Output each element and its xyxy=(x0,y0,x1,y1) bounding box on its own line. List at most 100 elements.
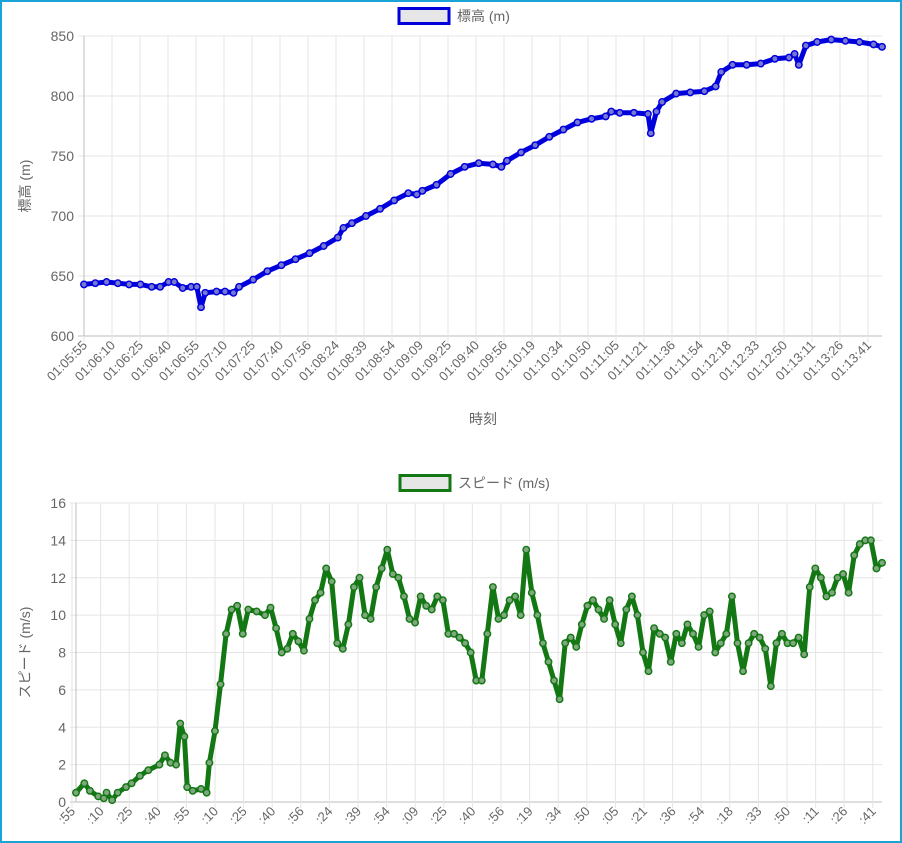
data-point xyxy=(418,186,427,195)
data-point xyxy=(422,601,431,610)
y-tick-label: 0 xyxy=(58,794,66,810)
data-point xyxy=(686,88,695,97)
data-point xyxy=(405,614,414,623)
x-tick-label: :50 xyxy=(770,804,793,827)
data-point xyxy=(527,588,536,597)
data-point xyxy=(362,212,370,220)
data-point xyxy=(794,633,803,642)
data-point xyxy=(811,564,820,573)
data-point xyxy=(266,603,275,612)
data-point xyxy=(483,629,492,638)
data-point xyxy=(202,788,211,797)
data-point xyxy=(611,620,620,629)
data-point xyxy=(160,751,169,760)
data-point xyxy=(394,573,403,582)
data-point xyxy=(761,644,770,653)
y-tick-label: 10 xyxy=(50,607,66,623)
data-point xyxy=(221,287,229,296)
data-point xyxy=(689,629,697,638)
data-point xyxy=(333,639,342,648)
data-point xyxy=(658,98,667,106)
data-point xyxy=(347,219,356,228)
data-point xyxy=(294,637,303,646)
data-point xyxy=(201,288,210,297)
data-point xyxy=(305,249,314,258)
x-tick-label: :11 xyxy=(799,804,822,827)
data-point xyxy=(766,682,775,691)
x-tick-label: :24 xyxy=(312,804,335,827)
x-tick-label: :25 xyxy=(226,804,249,827)
data-point xyxy=(755,633,764,642)
data-point xyxy=(432,180,441,189)
data-point xyxy=(227,605,236,614)
data-point xyxy=(176,719,185,728)
data-point xyxy=(794,60,803,69)
x-tick-label: :19 xyxy=(512,804,535,827)
data-point xyxy=(311,596,319,605)
data-point xyxy=(878,558,886,567)
data-point xyxy=(438,596,447,605)
data-point xyxy=(700,611,709,620)
data-point xyxy=(113,788,122,797)
data-point xyxy=(127,779,136,788)
x-tick-label: :56 xyxy=(484,804,507,827)
x-tick-label: :36 xyxy=(655,804,678,827)
data-point xyxy=(813,38,822,46)
data-point xyxy=(594,605,603,614)
legend-label: スピード (m/s) xyxy=(458,475,550,491)
data-point xyxy=(505,596,514,605)
x-tick-label: :26 xyxy=(827,804,850,827)
data-point xyxy=(650,624,659,633)
data-point xyxy=(790,50,799,58)
y-tick-label: 2 xyxy=(58,757,66,773)
data-point xyxy=(559,125,568,134)
y-axis-title: 標高 (m) xyxy=(17,160,33,213)
data-point xyxy=(511,592,520,601)
data-point xyxy=(727,592,736,601)
data-point xyxy=(583,601,592,610)
data-point xyxy=(644,667,653,676)
data-point xyxy=(80,779,89,788)
data-point xyxy=(869,40,878,49)
x-tick-label: :39 xyxy=(341,804,364,827)
data-point xyxy=(172,760,181,769)
data-point xyxy=(85,786,94,795)
data-point xyxy=(622,605,631,614)
data-point xyxy=(683,620,692,629)
data-point xyxy=(427,605,436,614)
data-point xyxy=(327,577,336,586)
x-tick-label: :10 xyxy=(83,804,106,827)
data-point xyxy=(572,642,581,651)
x-tick-label: :40 xyxy=(455,804,478,827)
data-point xyxy=(400,592,408,601)
series-line xyxy=(81,37,885,310)
data-point xyxy=(646,129,655,138)
data-point xyxy=(516,611,525,620)
data-point xyxy=(733,639,742,648)
legend-swatch xyxy=(398,474,452,492)
data-point xyxy=(244,605,253,614)
data-point xyxy=(72,788,80,797)
data-point xyxy=(102,278,111,286)
data-point xyxy=(545,132,554,141)
data-point xyxy=(211,727,219,735)
data-point xyxy=(805,583,814,592)
data-point xyxy=(102,788,111,797)
y-tick-label: 750 xyxy=(51,148,75,164)
data-point xyxy=(178,284,187,292)
data-point xyxy=(404,189,413,198)
x-tick-label: :21 xyxy=(627,804,650,827)
data-point xyxy=(801,41,810,50)
data-point xyxy=(855,38,864,46)
data-point xyxy=(235,282,244,291)
data-point xyxy=(601,112,610,121)
data-point xyxy=(455,633,464,642)
data-point xyxy=(672,89,681,98)
legend-label: 標高 (m) xyxy=(457,8,510,24)
data-point xyxy=(639,648,647,657)
x-tick-label: :34 xyxy=(541,804,564,827)
data-point xyxy=(411,618,420,627)
x-tick-label: :40 xyxy=(141,804,164,827)
data-point xyxy=(750,629,759,638)
